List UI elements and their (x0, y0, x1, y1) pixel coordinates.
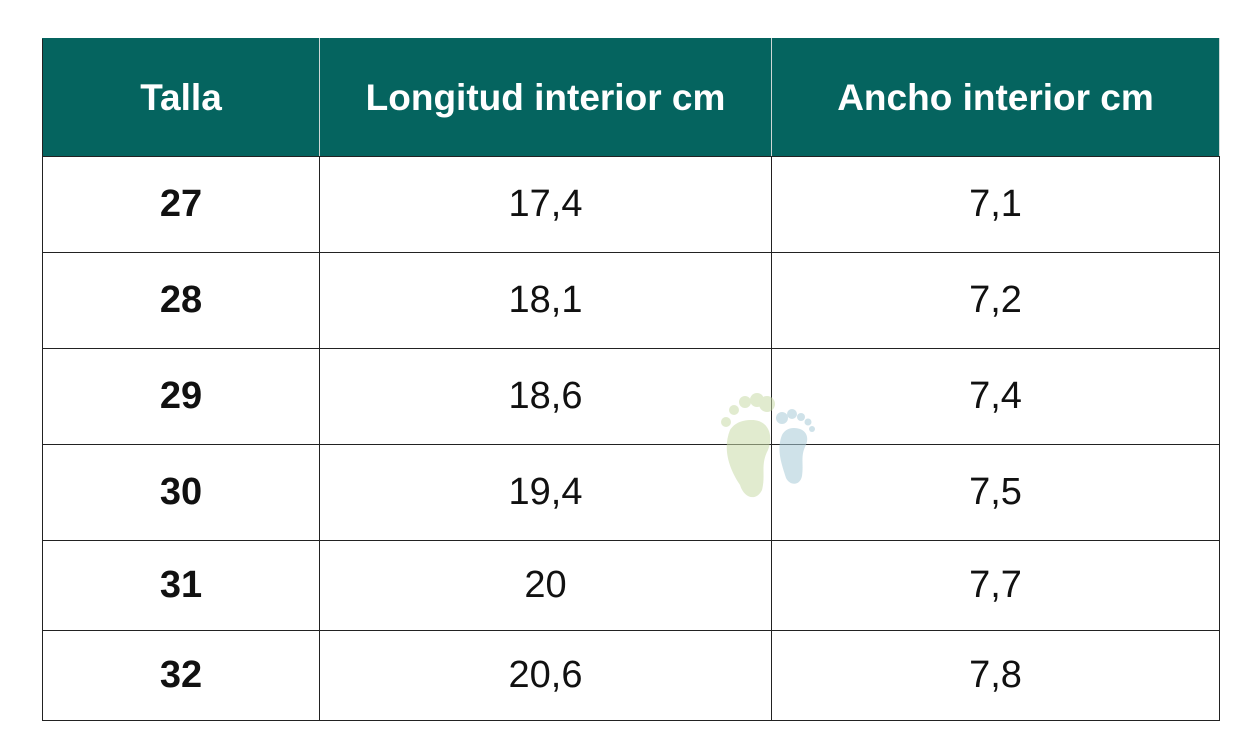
header-row: Talla Longitud interior cm Ancho interior … (42, 38, 1220, 157)
table-body: 27 17,4 7,1 28 18,1 7,2 29 18,6 7,4 30 19,4 7,5 31 20… (42, 156, 1220, 721)
table-row: 31 20 7,7 (42, 540, 1220, 631)
measure-cell: 7,4 (771, 348, 1220, 445)
size-table: Talla Longitud interior cm Ancho interior … (42, 38, 1220, 721)
size-cell: 28 (42, 252, 320, 349)
measure-cell: 19,4 (319, 444, 772, 541)
column-header: Ancho interior cm (771, 38, 1220, 157)
measure-cell: 7,1 (771, 156, 1220, 253)
measure-cell: 20,6 (319, 630, 772, 721)
table-header: Talla Longitud interior cm Ancho interior … (42, 38, 1220, 157)
column-header: Talla (42, 38, 320, 157)
measure-cell: 7,5 (771, 444, 1220, 541)
measure-cell: 17,4 (319, 156, 772, 253)
measure-cell: 20 (319, 540, 772, 631)
table-row: 30 19,4 7,5 (42, 444, 1220, 541)
table-row: 28 18,1 7,2 (42, 252, 1220, 349)
measure-cell: 7,7 (771, 540, 1220, 631)
table-row: 32 20,6 7,8 (42, 630, 1220, 721)
measure-cell: 18,6 (319, 348, 772, 445)
size-cell: 32 (42, 630, 320, 721)
size-cell: 27 (42, 156, 320, 253)
size-cell: 31 (42, 540, 320, 631)
table-row: 27 17,4 7,1 (42, 156, 1220, 253)
size-cell: 29 (42, 348, 320, 445)
column-header: Longitud interior cm (319, 38, 772, 157)
measure-cell: 7,2 (771, 252, 1220, 349)
measure-cell: 18,1 (319, 252, 772, 349)
table-row: 29 18,6 7,4 (42, 348, 1220, 445)
measure-cell: 7,8 (771, 630, 1220, 721)
size-cell: 30 (42, 444, 320, 541)
